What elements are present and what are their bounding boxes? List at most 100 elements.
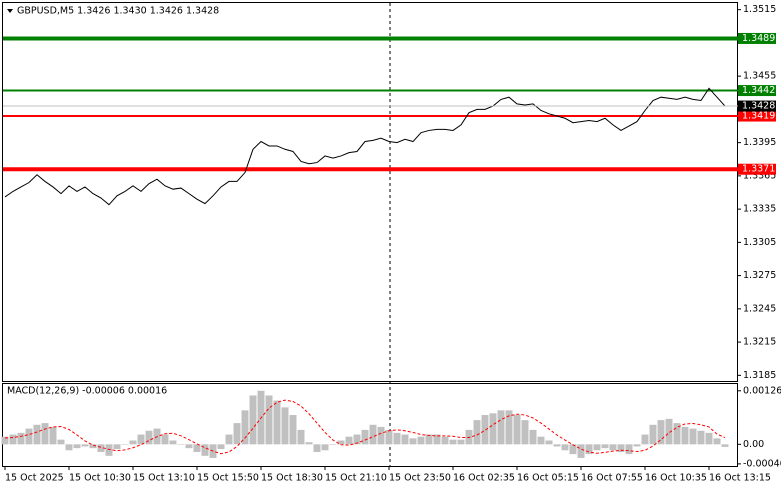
macd-pane — [2, 383, 738, 467]
macd-bar — [481, 415, 489, 445]
y-tick-label: 1.3515 — [743, 4, 776, 15]
macd-bar — [617, 444, 625, 452]
macd-bar — [121, 444, 129, 445]
macd-bar — [57, 439, 65, 445]
macd-bar — [529, 429, 537, 445]
macd-bar — [425, 434, 433, 445]
macd-bar — [201, 444, 209, 456]
macd-bar — [193, 444, 201, 452]
x-tick-label: 15 Oct 21:10 — [325, 473, 387, 484]
price-title: GBPUSD,M5 1.3426 1.3430 1.3426 1.3428 — [17, 6, 219, 17]
y-tick-label: 0.00 — [743, 439, 764, 450]
macd-bar — [697, 430, 705, 445]
macd-bar — [353, 434, 361, 445]
macd-bar — [553, 444, 561, 447]
macd-bar — [305, 442, 313, 445]
macd-bar — [241, 410, 249, 445]
last-price-label: 1.3428 — [742, 101, 775, 112]
x-tick-label: 15 Oct 10:30 — [69, 473, 131, 484]
macd-bar — [225, 434, 233, 445]
macd-bar — [673, 423, 681, 445]
macd-bar — [297, 429, 305, 445]
macd-bar — [665, 418, 673, 445]
macd-bar — [105, 444, 113, 456]
y-tick-label: 1.3335 — [743, 204, 776, 215]
macd-bar — [161, 434, 169, 445]
macd-bar — [537, 436, 545, 445]
macd-bar — [337, 440, 345, 445]
macd-bar — [569, 444, 577, 455]
macd-bar — [641, 434, 649, 445]
macd-bar — [177, 444, 185, 445]
macd-bar — [609, 444, 617, 451]
macd-bar — [321, 444, 329, 451]
x-tick-label: 15 Oct 18:30 — [261, 473, 323, 484]
x-tick-label: 16 Oct 07:55 — [581, 473, 643, 484]
macd-bar — [593, 444, 601, 451]
x-tick-label: 16 Oct 13:15 — [709, 473, 771, 484]
macd-bar — [401, 434, 409, 445]
x-tick-label: 15 Oct 23:50 — [389, 473, 451, 484]
macd-bar — [113, 444, 121, 450]
macd-bar — [97, 444, 105, 452]
level-label: 1.3419 — [742, 111, 775, 122]
y-tick-label: 0.00126 — [743, 385, 781, 396]
macd-bar — [441, 436, 449, 445]
macd-bar — [385, 429, 393, 445]
macd-title: MACD(12,26,9) -0.00006 0.00016 — [7, 386, 167, 397]
macd-bar — [289, 415, 297, 445]
macd-bar — [281, 407, 289, 445]
macd-bar — [185, 444, 193, 449]
y-tick-label: 1.3395 — [743, 137, 776, 148]
level-label-box — [738, 32, 776, 44]
macd-bar — [433, 434, 441, 445]
macd-bar — [417, 436, 425, 445]
level-label: 1.3371 — [742, 164, 775, 175]
last-price-box — [738, 100, 776, 112]
macd-bar — [713, 438, 721, 445]
macd-bar — [145, 430, 153, 445]
macd-bar — [681, 426, 689, 445]
x-tick-label: 15 Oct 2025 — [5, 473, 64, 484]
macd-bar — [649, 424, 657, 445]
price-line — [4, 87, 726, 206]
x-tick-label: 16 Oct 10:35 — [645, 473, 707, 484]
y-tick-label: 1.3305 — [743, 237, 776, 248]
macd-bar — [25, 428, 33, 445]
y-tick-label: -0.00046 — [743, 458, 781, 469]
macd-bar — [233, 423, 241, 445]
macd-bar — [721, 444, 729, 447]
macd-bar — [65, 444, 73, 451]
x-tick-label: 16 Oct 02:35 — [453, 473, 515, 484]
macd-bar — [505, 410, 513, 445]
x-tick-label: 15 Oct 13:10 — [133, 473, 195, 484]
macd-bar — [457, 439, 465, 445]
macd-bar — [577, 444, 585, 458]
signal-line — [4, 399, 726, 455]
symbol-menu-icon — [7, 9, 13, 13]
macd-bar — [449, 439, 457, 445]
price-pane — [2, 2, 738, 382]
macd-bar — [41, 423, 49, 445]
macd-bar — [73, 444, 81, 449]
macd-bar — [1, 436, 9, 445]
macd-bar — [657, 420, 665, 445]
macd-bar — [137, 434, 145, 445]
macd-bar — [273, 400, 281, 445]
macd-bar — [329, 444, 337, 445]
macd-bar — [49, 426, 57, 445]
y-tick-label: 1.3365 — [743, 170, 776, 181]
macd-bar — [249, 395, 257, 445]
x-tick-label: 15 Oct 15:50 — [197, 473, 259, 484]
x-tick-label: 16 Oct 05:15 — [517, 473, 579, 484]
y-tick-label: 1.3185 — [743, 370, 776, 381]
macd-bar — [601, 444, 609, 449]
macd-bar — [521, 420, 529, 445]
level-label-box — [738, 85, 776, 97]
y-tick-label: 1.3275 — [743, 270, 776, 281]
macd-bar — [17, 432, 25, 445]
macd-bar — [361, 429, 369, 445]
macd-bar — [561, 444, 569, 451]
